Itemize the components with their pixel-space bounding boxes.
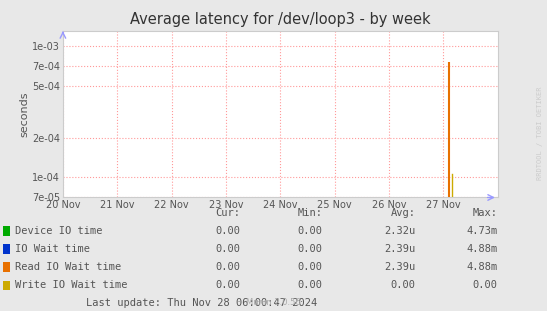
Y-axis label: seconds: seconds	[19, 91, 29, 137]
Text: 0.00: 0.00	[298, 244, 323, 254]
Text: 0.00: 0.00	[216, 280, 241, 290]
Text: Min:: Min:	[298, 208, 323, 218]
Text: 0.00: 0.00	[298, 280, 323, 290]
Text: RRDTOOL / TOBI OETIKER: RRDTOOL / TOBI OETIKER	[537, 87, 543, 180]
Text: 2.32u: 2.32u	[385, 226, 416, 236]
Text: 0.00: 0.00	[216, 262, 241, 272]
Text: 0.00: 0.00	[216, 226, 241, 236]
Text: 4.73m: 4.73m	[467, 226, 498, 236]
Text: 0.00: 0.00	[473, 280, 498, 290]
Title: Average latency for /dev/loop3 - by week: Average latency for /dev/loop3 - by week	[130, 12, 430, 27]
Text: 0.00: 0.00	[216, 244, 241, 254]
Text: 4.88m: 4.88m	[467, 244, 498, 254]
Text: Avg:: Avg:	[391, 208, 416, 218]
Text: 0.00: 0.00	[391, 280, 416, 290]
Text: Cur:: Cur:	[216, 208, 241, 218]
Text: Last update: Thu Nov 28 06:00:47 2024: Last update: Thu Nov 28 06:00:47 2024	[86, 298, 317, 308]
Text: Write IO Wait time: Write IO Wait time	[15, 280, 127, 290]
Text: Munin 2.0.56: Munin 2.0.56	[246, 298, 301, 307]
Text: Read IO Wait time: Read IO Wait time	[15, 262, 121, 272]
Text: 4.88m: 4.88m	[467, 262, 498, 272]
Text: 2.39u: 2.39u	[385, 262, 416, 272]
Text: IO Wait time: IO Wait time	[15, 244, 90, 254]
Text: Max:: Max:	[473, 208, 498, 218]
Text: 0.00: 0.00	[298, 262, 323, 272]
Text: 2.39u: 2.39u	[385, 244, 416, 254]
Text: 0.00: 0.00	[298, 226, 323, 236]
Text: Device IO time: Device IO time	[15, 226, 102, 236]
